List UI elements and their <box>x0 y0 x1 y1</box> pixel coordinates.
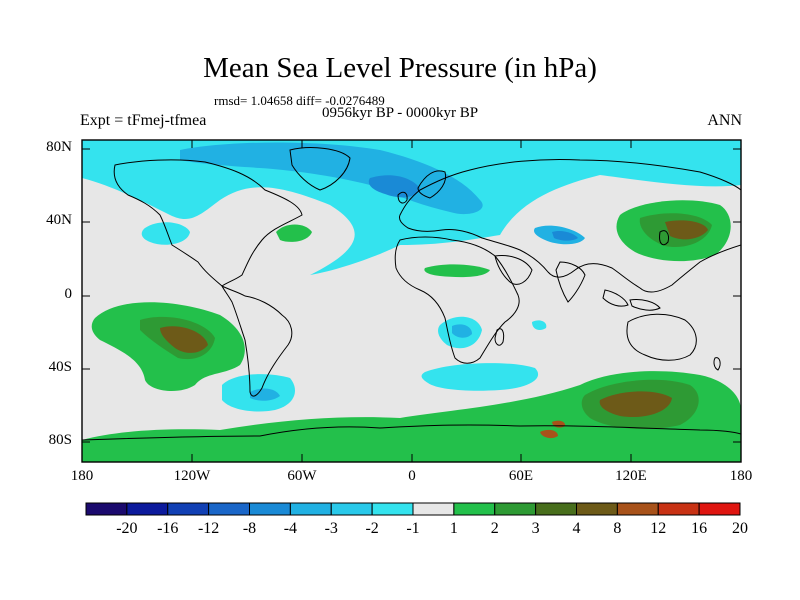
negative-anomaly-caspian-core <box>552 230 578 241</box>
colorbar-swatch <box>371 502 414 516</box>
colorbar-label: 8 <box>613 520 622 537</box>
colorbar <box>85 502 741 516</box>
colorbar-swatch <box>698 502 741 516</box>
positive-anomaly-southern-ocean <box>82 371 741 462</box>
lon-label-60e: 60E <box>508 468 534 484</box>
negative-anomaly-south-atlantic <box>421 363 539 391</box>
colorbar-swatch <box>616 502 659 516</box>
lon-label-0: 0 <box>408 468 416 484</box>
page-title: Mean Sea Level Pressure (in hPa) <box>203 52 597 84</box>
colorbar-swatch <box>208 502 250 516</box>
colorbar-swatch <box>289 502 332 516</box>
positive-anomaly-south-indian-core <box>599 391 672 418</box>
rmsd-diff-stats: rmsd= 1.04658 diff= -0.0276489 <box>214 93 385 108</box>
lon-label-180e: 180 <box>729 468 753 484</box>
colorbar-swatch <box>657 502 700 516</box>
negative-anomaly-south-africa-core <box>452 324 472 338</box>
colorbar-swatch <box>330 502 373 516</box>
season-label: ANN <box>707 112 742 129</box>
colorbar-label: 16 <box>691 520 708 537</box>
axis-ticks <box>82 140 741 462</box>
positive-anomaly-antarctic-spot <box>540 429 558 439</box>
negative-anomaly-west-atlantic <box>141 222 190 245</box>
colorbar-label: -4 <box>283 520 298 537</box>
colorbar-label: 12 <box>650 520 667 537</box>
colorbar-swatch <box>249 502 291 516</box>
colorbar-swatch <box>167 502 210 516</box>
colorbar-label: 3 <box>531 520 540 537</box>
lon-label-120e: 120E <box>615 468 647 484</box>
pressure-anomaly-field <box>82 140 741 462</box>
colorbar-swatch <box>126 502 169 516</box>
lat-label-80n: 80N <box>46 139 72 155</box>
colorbar-swatch <box>576 502 618 516</box>
positive-anomaly-sahara <box>424 264 490 278</box>
experiment-label: Expt = tFmej-tfmea <box>80 112 207 129</box>
colorbar-swatch <box>85 502 128 516</box>
lat-label-40n: 40N <box>46 212 72 228</box>
colorbar-label: -1 <box>406 520 420 537</box>
lon-label-120w: 120W <box>173 468 211 484</box>
colorbar-label: -3 <box>324 520 338 537</box>
positive-anomaly-south-pacific-core <box>160 326 208 353</box>
negative-anomaly-indian-ocean <box>532 320 547 330</box>
lon-label-180w: 180 <box>70 468 94 484</box>
colorbar-label: 1 <box>449 520 458 537</box>
lat-label-80s: 80S <box>48 432 72 448</box>
positive-anomaly-north-atlantic <box>276 224 312 242</box>
colorbar-label: -20 <box>116 520 138 537</box>
negative-anomaly-scandinavia <box>368 175 420 198</box>
colorbar-swatch <box>535 502 577 516</box>
time-period: 0956kyr BP - 0000kyr BP <box>322 105 479 121</box>
colorbar-label: -12 <box>197 520 220 537</box>
negative-anomaly-drake-core <box>250 388 280 401</box>
colorbar-label: -16 <box>157 520 179 537</box>
colorbar-swatch <box>412 502 455 516</box>
lon-label-60w: 60W <box>287 468 317 484</box>
coastlines <box>82 147 741 441</box>
positive-anomaly-north-pacific-core <box>665 220 708 240</box>
colorbar-label: 4 <box>572 520 581 537</box>
lat-label-0: 0 <box>64 286 73 302</box>
colorbar-label: 2 <box>490 520 499 537</box>
colorbar-label: -8 <box>242 520 257 537</box>
colorbar-swatch <box>453 502 496 516</box>
negative-anomaly-arctic <box>82 140 741 275</box>
colorbar-swatch <box>494 502 537 516</box>
colorbar-label: 20 <box>732 520 748 537</box>
colorbar-label: -2 <box>365 520 379 537</box>
lat-label-40s: 40S <box>48 359 72 375</box>
